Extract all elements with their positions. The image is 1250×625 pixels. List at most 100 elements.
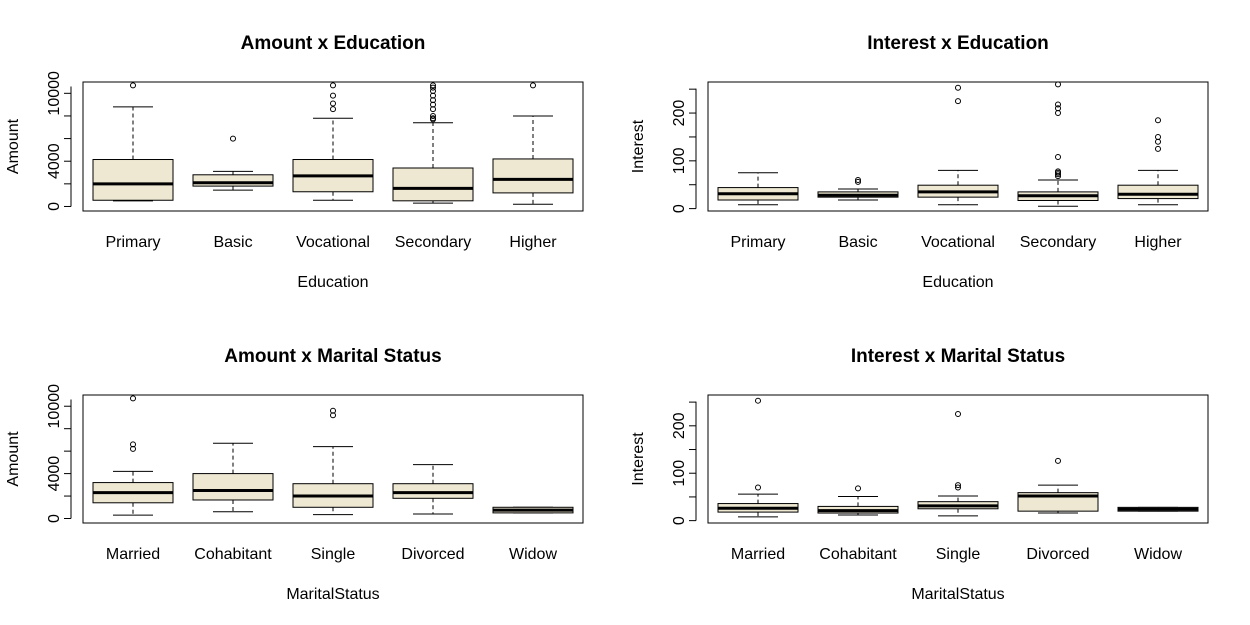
x-tick-label: Divorced — [1026, 546, 1089, 563]
outlier-point — [1155, 145, 1161, 152]
box-basic — [192, 135, 274, 191]
chart-panel-3: Amount x Marital Status MaritalStatus Amou… — [5, 346, 584, 603]
x-axis-label: Education — [922, 274, 993, 291]
outlier-point — [330, 412, 336, 419]
chart-panel-1: Amount x Education Education Amount 0 4000 10… — [5, 33, 584, 291]
outlier-point — [1155, 117, 1161, 124]
plot-frame — [707, 394, 1209, 524]
y-axis-label: Amount — [5, 431, 22, 487]
outlier-point — [1055, 168, 1061, 175]
x-tick-label: Single — [936, 546, 981, 563]
box-higher — [492, 82, 574, 205]
plot-frame — [707, 81, 1209, 212]
box-body — [392, 167, 474, 202]
box-body — [1117, 184, 1199, 200]
chart-title: Interest x Marital Status — [851, 346, 1065, 367]
outlier-point — [230, 135, 236, 142]
x-tick-label: Basic — [213, 234, 252, 251]
y-tick-label: 0 — [671, 204, 688, 213]
x-tick-label: Married — [106, 546, 160, 563]
outlier-point — [330, 100, 336, 107]
x-tick-label: Primary — [730, 234, 785, 251]
box-body — [492, 158, 574, 194]
box-body — [192, 473, 274, 501]
y-tick-label: 0 — [46, 202, 63, 211]
box-vocational — [292, 82, 374, 201]
box-married — [92, 395, 174, 516]
box-married — [717, 397, 799, 518]
outlier-point — [330, 92, 336, 99]
outlier-point — [1055, 457, 1061, 464]
y-tick-label: 100 — [671, 147, 688, 174]
outlier-point — [430, 88, 436, 95]
outlier-point — [330, 407, 336, 414]
chart-title: Amount x Marital Status — [224, 346, 441, 367]
chart-title: Interest x Education — [867, 33, 1049, 54]
box-secondary — [392, 82, 474, 204]
outlier-point — [1055, 110, 1061, 117]
box-divorced — [1017, 457, 1099, 514]
chart-panel-4: Interest x Marital Status MaritalStatus In… — [630, 346, 1209, 603]
outlier-point — [855, 485, 861, 492]
outlier-point — [955, 482, 961, 489]
plot-frame — [82, 81, 584, 212]
y-tick-label: 0 — [46, 514, 63, 523]
outlier-point — [955, 84, 961, 91]
outlier-point — [130, 445, 136, 452]
x-tick-label: Higher — [1134, 234, 1182, 251]
box-cohabitant — [192, 442, 274, 513]
y-tick-label: 200 — [671, 412, 688, 439]
x-tick-label: Single — [311, 546, 356, 563]
outlier-point — [1155, 133, 1161, 140]
outlier-point — [955, 484, 961, 491]
box-widow — [492, 506, 574, 514]
x-tick-label: Widow — [509, 546, 557, 563]
x-tick-label: Primary — [105, 234, 160, 251]
outlier-point — [855, 176, 861, 183]
outlier-point — [1055, 81, 1061, 88]
y-tick-label: 4000 — [46, 456, 63, 492]
x-tick-label: Vocational — [921, 234, 995, 251]
outlier-point — [130, 441, 136, 448]
outlier-point — [1055, 101, 1061, 108]
outlier-point — [430, 112, 436, 119]
plot-frame — [82, 394, 584, 524]
y-tick-label: 10000 — [46, 71, 63, 116]
x-tick-label: Secondary — [395, 234, 472, 251]
box-single — [917, 410, 999, 517]
y-tick-label: 4000 — [46, 143, 63, 179]
outlier-point — [755, 397, 761, 404]
x-tick-label: Cohabitant — [819, 546, 897, 563]
outlier-point — [330, 106, 336, 113]
box-vocational — [917, 84, 999, 206]
x-tick-label: Cohabitant — [194, 546, 272, 563]
box-body — [392, 483, 474, 499]
y-axis-label: Interest — [630, 432, 647, 486]
outlier-point — [955, 410, 961, 417]
x-axis-label: MaritalStatus — [286, 586, 379, 603]
chart-panel-2: Interest x Education Education Interest 0 10… — [630, 33, 1209, 291]
outlier-point — [430, 82, 436, 89]
y-tick-label: 100 — [671, 460, 688, 487]
outlier-point — [130, 82, 136, 89]
box-primary — [717, 172, 799, 206]
box-body — [192, 174, 274, 187]
x-tick-label: Higher — [509, 234, 557, 251]
box-higher — [1117, 117, 1199, 206]
outlier-point — [855, 178, 861, 185]
y-tick-label: 0 — [671, 516, 688, 525]
y-axis-label: Interest — [630, 119, 647, 173]
x-axis-label: MaritalStatus — [911, 586, 1004, 603]
box-cohabitant — [817, 485, 899, 516]
x-tick-label: Divorced — [401, 546, 464, 563]
x-tick-label: Basic — [838, 234, 877, 251]
outlier-point — [330, 82, 336, 89]
x-tick-label: Secondary — [1020, 234, 1097, 251]
x-tick-label: Vocational — [296, 234, 370, 251]
outlier-point — [755, 484, 761, 491]
outlier-point — [130, 395, 136, 402]
y-tick-label: 10000 — [46, 384, 63, 429]
outlier-point — [430, 84, 436, 91]
outlier-point — [430, 115, 436, 122]
box-body — [92, 159, 174, 201]
